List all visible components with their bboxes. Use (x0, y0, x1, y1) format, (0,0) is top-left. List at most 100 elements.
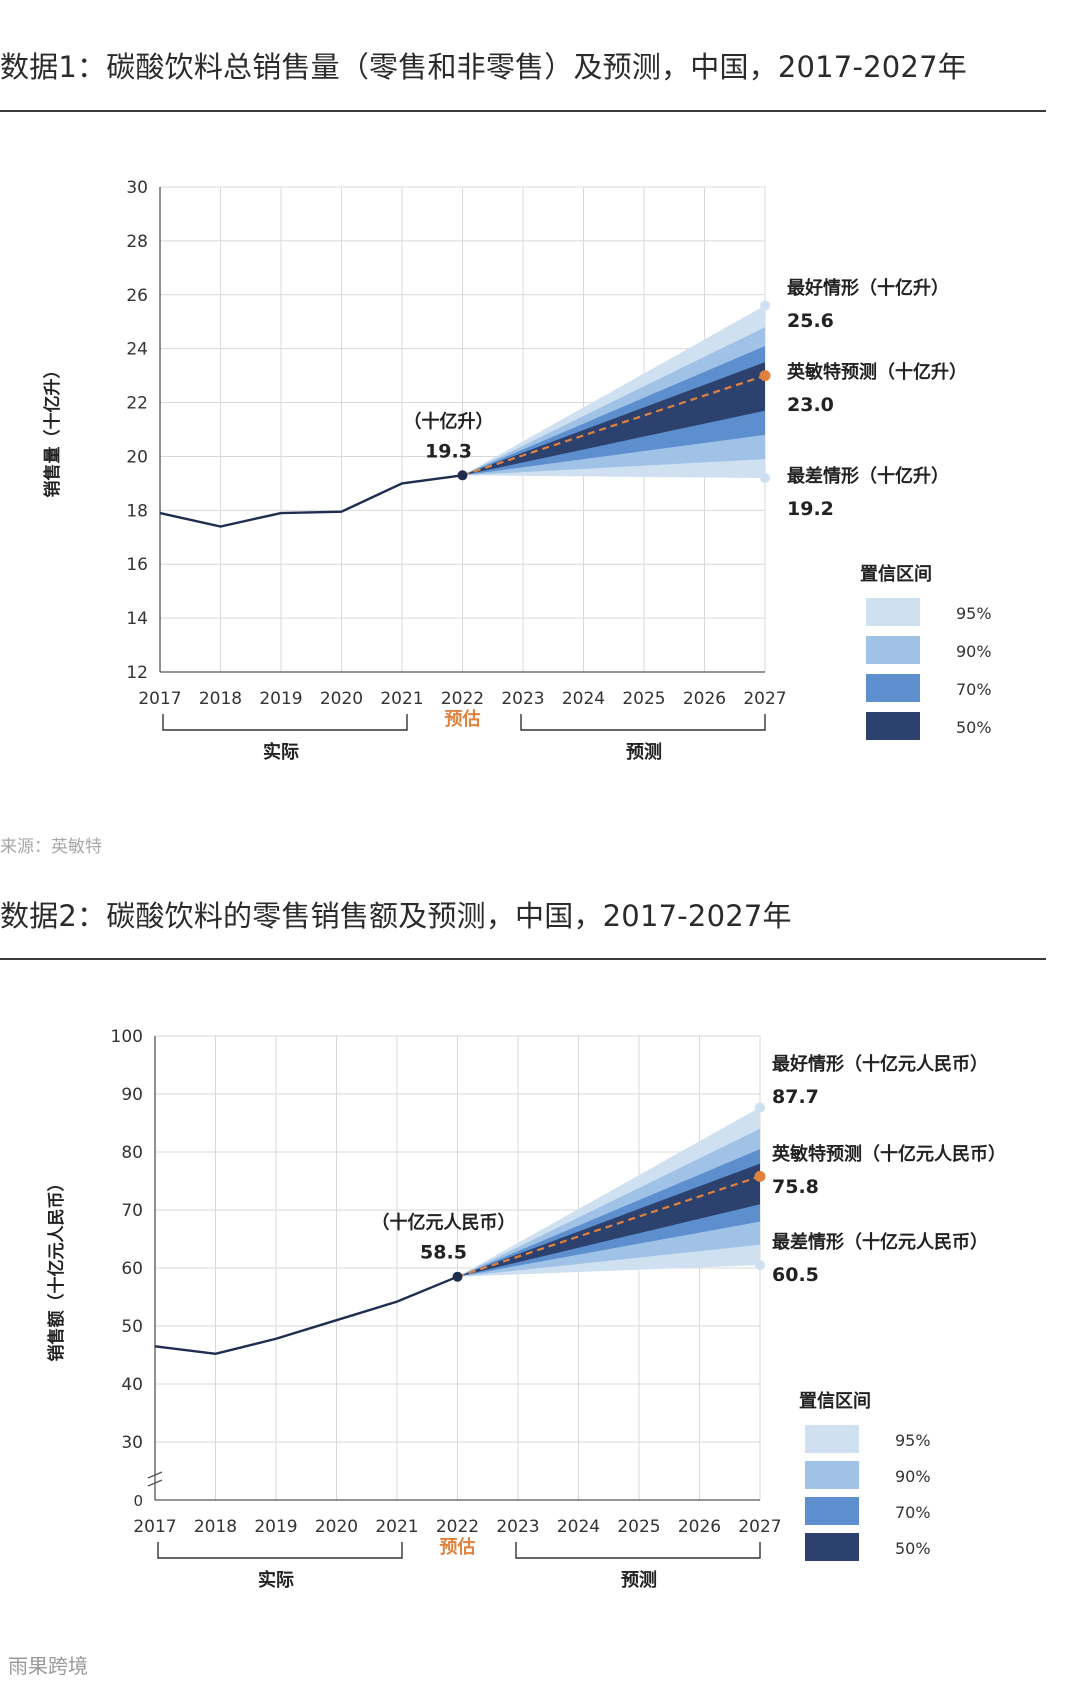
y-axis-title: 销售额（十亿元人民币） (46, 1175, 67, 1362)
legend-title: 置信区间 (860, 563, 932, 585)
chart2-retail-sales-value: 30 40 50 60 70 80 90 100 0 2017 2018 2019 2020 2021 20… (46, 1027, 1006, 1591)
ci-band-50 (462, 362, 765, 476)
ci-band-90 (457, 1128, 760, 1277)
best-case-marker (755, 1102, 765, 1113)
worst-case-marker (755, 1260, 765, 1271)
mintel-forecast-label: 英敏特预测（十亿升） (786, 361, 967, 383)
y-tick-label: 16 (126, 555, 148, 575)
actual-bracket (157, 1542, 403, 1559)
mintel-forecast-value: 23.0 (787, 394, 834, 416)
best-case-label: 最好情形（十亿升） (787, 277, 949, 299)
forecast-bracket (520, 714, 766, 731)
x-tick-label: 2017 (133, 1517, 176, 1537)
segment-actual-label: 实际 (258, 1569, 294, 1591)
estimate-point-value: 58.5 (420, 1242, 467, 1264)
figure2-title: 数据2：碳酸饮料的零售销售额及预测，中国，2017-2027年 (0, 899, 792, 933)
worst-case-marker (760, 473, 770, 483)
legend-swatch-90 (866, 636, 920, 664)
best-case-value: 25.6 (787, 310, 834, 332)
x-tick-label: 2025 (622, 689, 665, 709)
mintel-forecast-value: 75.8 (772, 1176, 819, 1198)
x-tick-label: 2020 (315, 1517, 358, 1537)
x-tick-label: 2023 (496, 1517, 539, 1537)
x-tick-label: 2018 (199, 689, 242, 709)
actual-line (159, 474, 463, 528)
estimate-point-value: 19.3 (425, 440, 472, 462)
forecast-line (457, 1175, 761, 1278)
x-tick-label: 2026 (678, 1517, 721, 1537)
x-tick-label: 2027 (738, 1517, 781, 1537)
x-tick-label: 2024 (557, 1517, 600, 1537)
y-tick-label: 30 (126, 178, 148, 198)
x-tick-label: 2025 (617, 1517, 660, 1537)
x-tick-label: 2022 (441, 689, 484, 709)
segment-forecast-label: 预测 (621, 1569, 657, 1591)
segment-actual-label: 实际 (263, 741, 299, 763)
legend-label: 70% (895, 1503, 931, 1522)
legend-swatch-95 (805, 1425, 859, 1453)
worst-case-value: 60.5 (772, 1264, 819, 1286)
y-tick-label: 28 (126, 232, 148, 252)
worst-case-value: 19.2 (787, 498, 834, 520)
estimate-point (452, 1271, 463, 1282)
legend-swatch-90 (805, 1461, 859, 1489)
legend-label: 95% (895, 1431, 931, 1450)
best-case-label: 最好情形（十亿元人民币） (772, 1053, 988, 1075)
x-tick-label: 2022 (436, 1517, 479, 1537)
y-tick-label: 30 (121, 1433, 143, 1453)
legend-label: 90% (895, 1467, 931, 1486)
estimate-point-unit: （十亿升） (404, 410, 494, 432)
x-tick-label: 2024 (562, 689, 605, 709)
y-tick-label: 20 (126, 447, 148, 467)
legend-label: 50% (895, 1539, 931, 1558)
legend-swatch-70 (805, 1497, 859, 1525)
legend-swatch-95 (866, 598, 920, 626)
best-case-value: 87.7 (772, 1086, 819, 1108)
y-tick-label: 60 (121, 1259, 143, 1279)
segment-estimate-label: 预估 (445, 708, 481, 730)
x-tick-label: 2017 (138, 689, 181, 709)
estimate-point-unit: （十亿元人民币） (372, 1212, 516, 1234)
y-tick-label: 12 (126, 663, 148, 683)
legend-label: 70% (956, 680, 992, 699)
y-tick-label: 24 (126, 340, 148, 360)
actual-line (154, 1275, 458, 1356)
y-tick-label: 40 (121, 1375, 143, 1395)
segment-estimate-label: 预估 (440, 1536, 476, 1558)
forecast-line (462, 374, 766, 477)
y-tick-label: 22 (126, 394, 148, 414)
y-tick-label: 26 (126, 286, 148, 306)
y-zero-label: 0 (133, 1492, 143, 1510)
best-case-marker (760, 300, 770, 311)
x-tick-label: 2021 (380, 689, 423, 709)
x-tick-label: 2023 (501, 689, 544, 709)
x-tick-label: 2020 (320, 689, 363, 709)
legend-label: 50% (956, 718, 992, 737)
legend-label: 90% (956, 642, 992, 661)
x-tick-label: 2021 (375, 1517, 418, 1537)
figure1-title-rule (0, 110, 1046, 112)
y-tick-label: 14 (126, 609, 148, 629)
y-axis-title: 销售量（十亿升） (42, 362, 63, 498)
x-tick-label: 2019 (259, 689, 302, 709)
y-tick-label: 100 (111, 1027, 143, 1047)
y-tick-label: 80 (121, 1143, 143, 1163)
x-tick-label: 2018 (194, 1517, 237, 1537)
legend-swatch-50 (866, 712, 920, 740)
worst-case-label: 最差情形（十亿元人民币） (772, 1231, 988, 1253)
x-tick-label: 2019 (254, 1517, 297, 1537)
y-tick-label: 18 (126, 501, 148, 521)
segment-forecast-label: 预测 (626, 741, 662, 763)
watermark: 雨果跨境 (8, 1654, 88, 1678)
legend-swatch-70 (866, 674, 920, 702)
estimate-point (457, 470, 468, 481)
axis-break-mark (147, 1471, 163, 1487)
x-tick-label: 2027 (743, 689, 786, 709)
y-tick-label: 70 (121, 1201, 143, 1221)
x-tick-label: 2026 (683, 689, 726, 709)
forecast-end-marker (759, 370, 771, 382)
actual-bracket (162, 714, 408, 731)
forecast-bracket (515, 1542, 761, 1559)
figure2-title-rule (0, 958, 1046, 960)
